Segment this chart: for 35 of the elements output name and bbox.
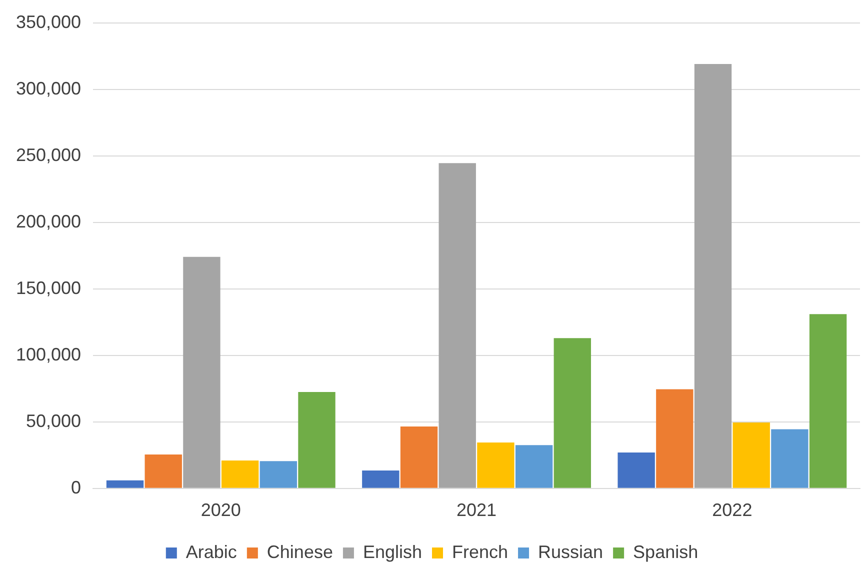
bar [809,314,847,488]
y-tick-label: 300,000 [16,78,82,98]
legend-label: English [362,542,422,562]
bar [221,460,259,488]
bar [400,426,438,488]
bar [106,480,144,488]
bar [298,392,336,488]
bar [771,429,808,488]
x-tick-label: 2022 [712,500,752,520]
y-tick-label: 350,000 [16,12,82,32]
y-tick-label: 50,000 [26,410,82,431]
legend-label: Arabic [186,542,237,562]
legend-label: Spanish [633,542,698,562]
legend-label: Russian [538,542,604,562]
bar [260,461,298,488]
legend-label: French [452,542,508,562]
bar [362,470,400,488]
x-tick-label: 2021 [456,500,497,520]
y-tick-label: 200,000 [16,211,82,232]
bar [618,452,655,488]
bar [656,389,694,488]
x-tick-label: 2020 [200,500,241,520]
bar [144,454,182,488]
bar [694,64,732,488]
bar [477,442,514,488]
y-tick-label: 0 [71,477,82,498]
bar [438,163,476,488]
bar [554,338,591,488]
bar [732,422,770,488]
y-tick-label: 100,000 [16,344,82,364]
bar [183,256,220,488]
legend-label: Chinese [266,542,333,562]
bar [515,445,553,488]
y-tick-label: 250,000 [16,144,82,165]
y-tick-label: 150,000 [16,278,82,298]
